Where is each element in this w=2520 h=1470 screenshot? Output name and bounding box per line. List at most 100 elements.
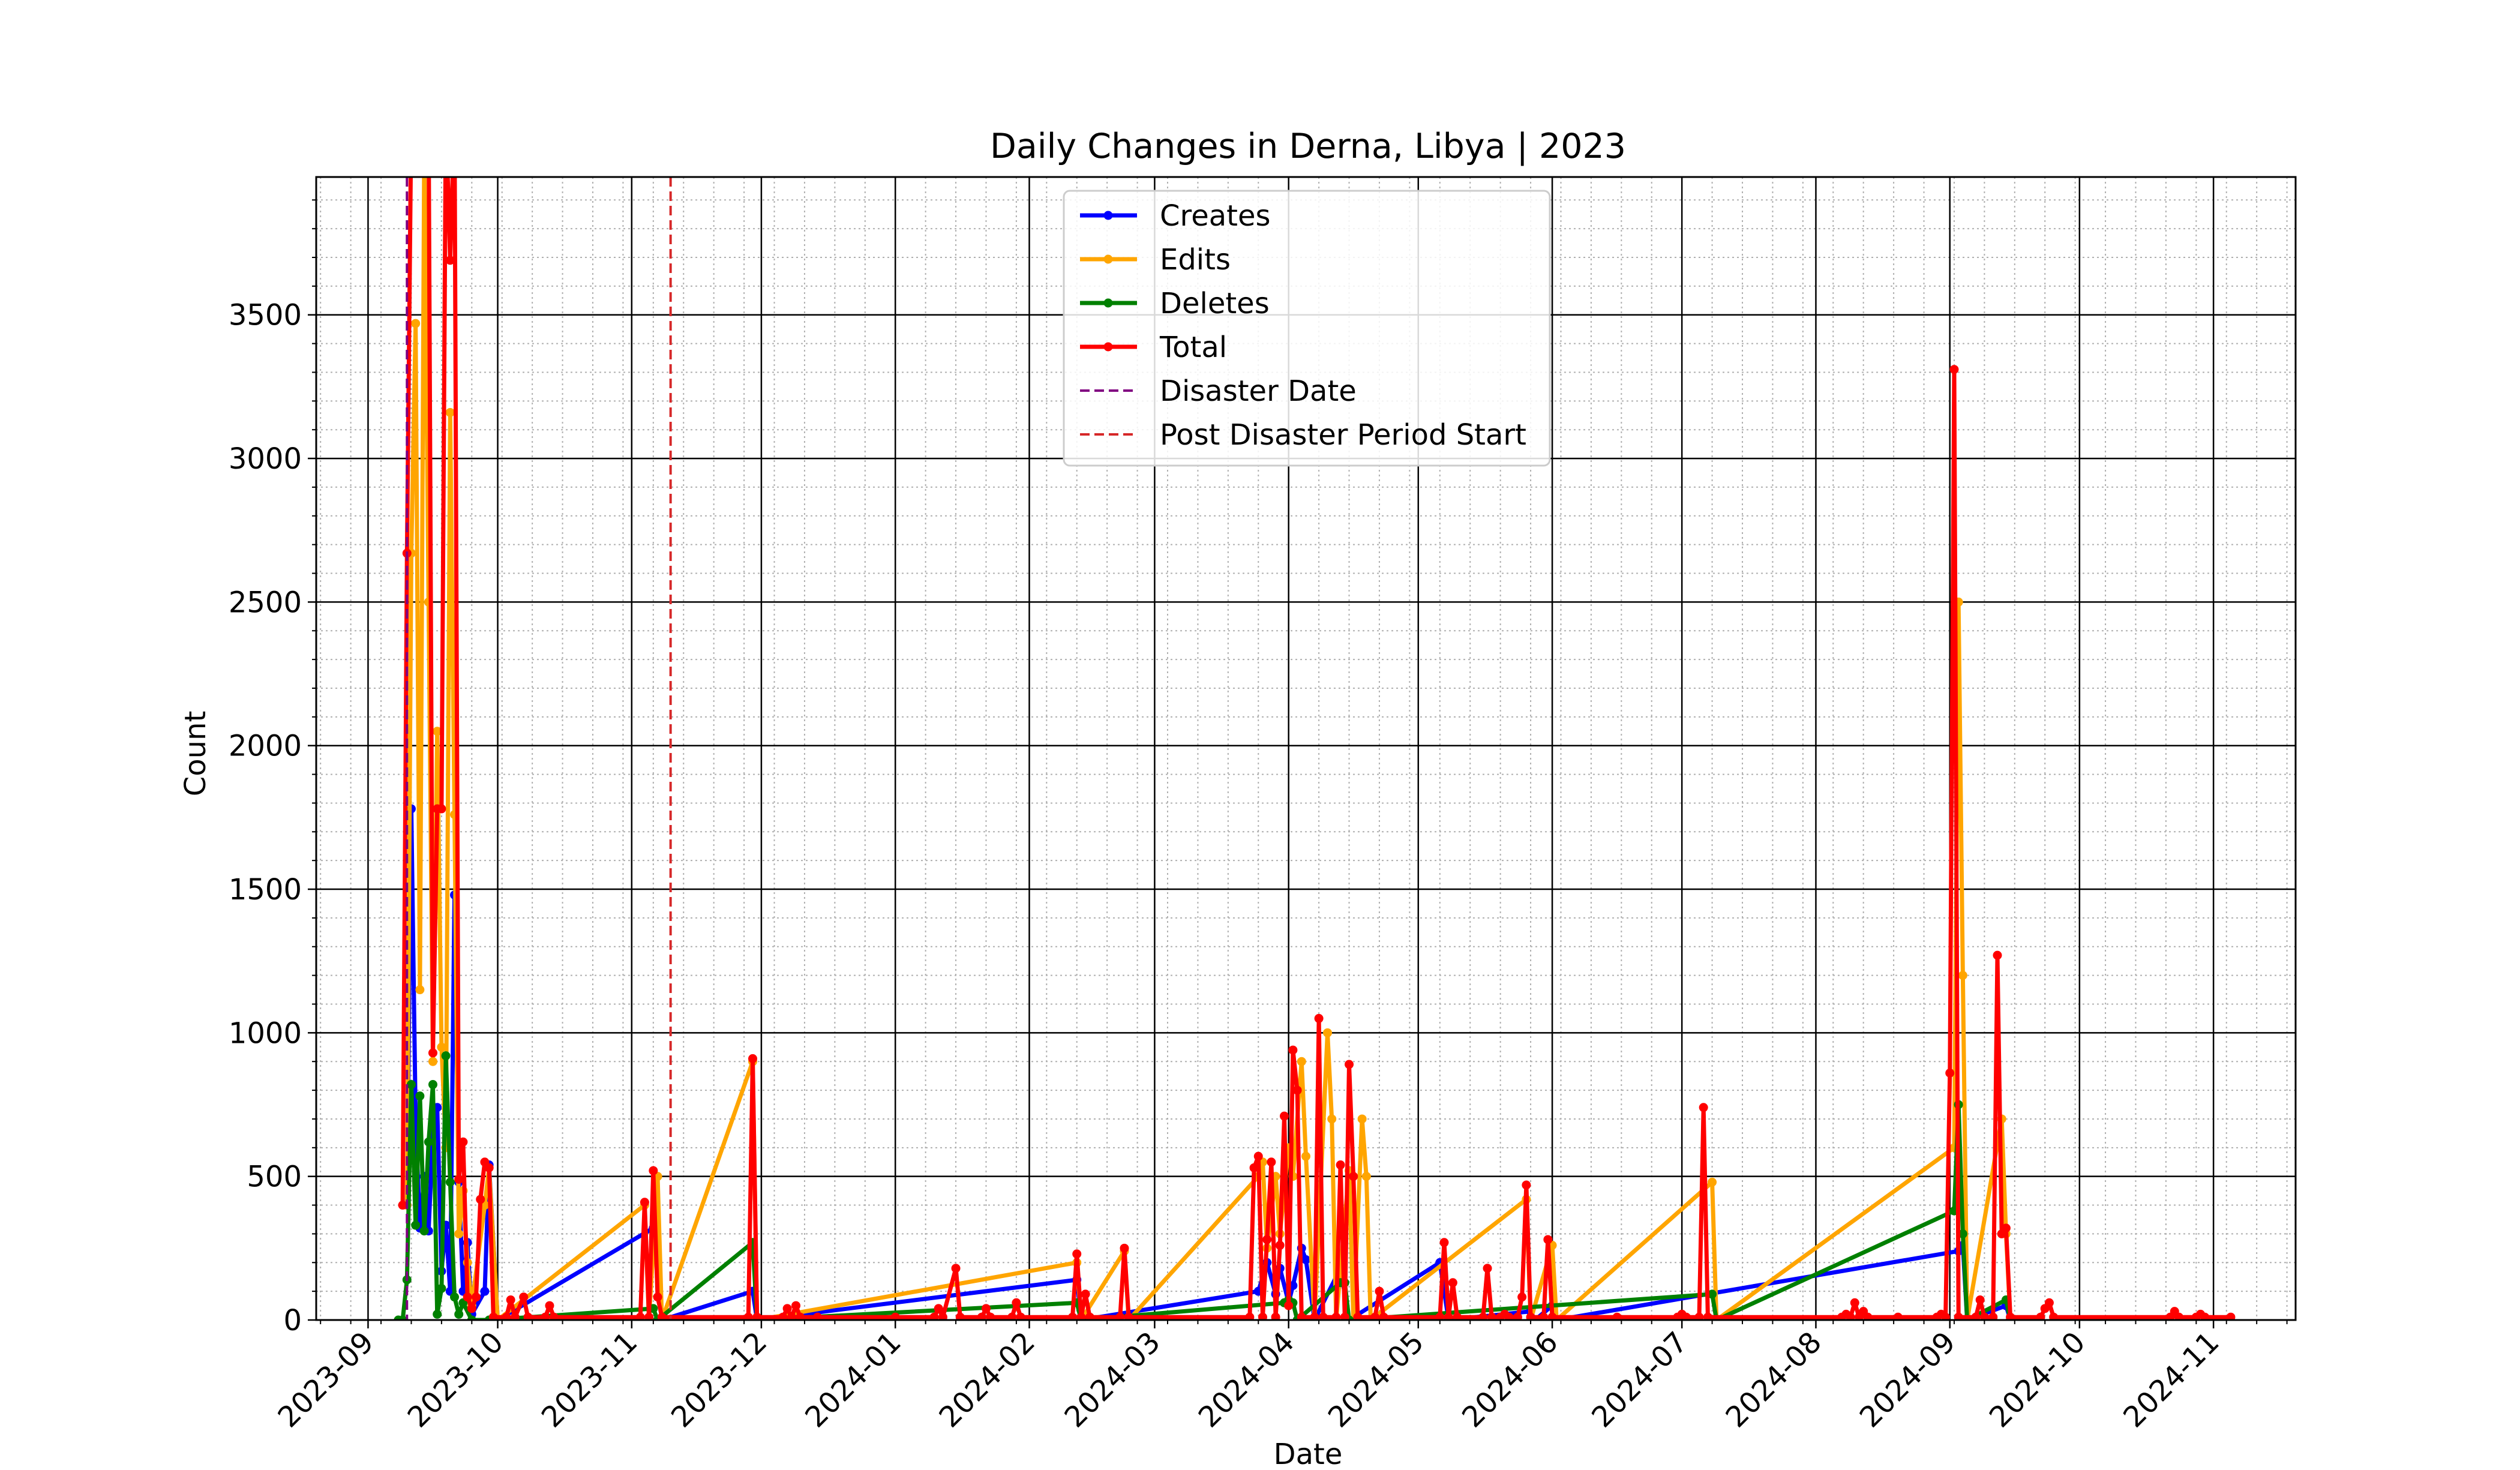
y-tick-label: 1500	[229, 873, 302, 907]
data-point-total	[2174, 1312, 2184, 1320]
legend-box	[1063, 190, 1551, 467]
data-point-total	[1072, 1249, 1082, 1259]
data-point-deletes	[419, 1226, 429, 1236]
data-point-total	[1085, 1312, 1094, 1320]
data-point-total	[1253, 1151, 1263, 1161]
data-point-total	[1448, 1278, 1457, 1288]
data-point-total	[519, 1292, 529, 1302]
data-point-total	[1993, 950, 2002, 960]
data-point-creates	[480, 1286, 490, 1296]
data-point-total	[1288, 1045, 1298, 1055]
legend-label-creates: Creates	[1160, 199, 1271, 233]
data-point-total	[890, 1312, 900, 1320]
data-point-total	[510, 1312, 520, 1320]
data-point-edits	[1297, 1057, 1306, 1066]
data-point-total	[2049, 1312, 2059, 1320]
data-point-total	[1971, 1312, 1981, 1320]
y-axis-label: Count	[179, 711, 212, 797]
data-point-total	[1612, 1312, 1622, 1320]
data-point-total	[502, 1312, 511, 1320]
data-point-total	[1517, 1292, 1527, 1302]
data-point-total	[986, 1312, 995, 1320]
data-point-total	[488, 1312, 498, 1320]
data-point-total	[1340, 1312, 1349, 1320]
data-point-total	[1988, 1312, 1998, 1320]
data-point-total	[938, 1312, 947, 1320]
data-point-deletes	[445, 1177, 455, 1187]
data-point-deletes	[398, 1315, 407, 1320]
data-point-total	[1115, 1312, 1125, 1320]
data-point-deletes	[454, 1309, 464, 1319]
data-point-edits	[1301, 1151, 1310, 1161]
data-point-total	[1370, 1312, 1380, 1320]
data-point-total	[1483, 1264, 1492, 1273]
data-point-total	[791, 1301, 801, 1310]
data-point-total	[635, 1312, 645, 1320]
data-point-edits	[1357, 1114, 1367, 1124]
data-point-total	[549, 1312, 559, 1320]
data-point-total	[929, 1312, 939, 1320]
data-point-edits	[1708, 1177, 1717, 1187]
data-point-deletes	[424, 1137, 433, 1147]
data-point-edits	[445, 407, 455, 417]
legend-marker-total	[1103, 342, 1113, 352]
data-point-deletes	[433, 1309, 442, 1319]
data-point-total	[1949, 365, 1959, 374]
data-point-total	[472, 1292, 481, 1302]
data-point-total	[1310, 1312, 1319, 1320]
data-point-total	[1379, 1312, 1388, 1320]
data-point-total	[748, 1054, 758, 1063]
data-point-total	[1318, 1312, 1328, 1320]
data-point-total	[1124, 1312, 1133, 1320]
data-point-creates	[1301, 1255, 1310, 1264]
y-tick-label: 1000	[229, 1016, 302, 1050]
data-point-total	[813, 1312, 823, 1320]
data-point-edits	[428, 1057, 437, 1066]
data-point-total	[1703, 1312, 1712, 1320]
y-axis: 0 500 1000 1500 2000 2500 3000 3500	[229, 199, 316, 1337]
data-point-total	[1279, 1111, 1289, 1121]
legend-marker-edits	[1103, 254, 1113, 264]
data-point-total	[955, 1312, 965, 1320]
data-point-deletes	[437, 1283, 446, 1293]
plot-area	[394, 177, 2236, 1320]
data-point-edits	[411, 319, 421, 328]
data-point-total	[1331, 1312, 1341, 1320]
series-line-deletes	[398, 1054, 2013, 1320]
x-axis-label: Date	[1274, 1438, 1343, 1470]
data-point-total	[782, 1304, 792, 1313]
y-tick-label: 0	[283, 1304, 302, 1337]
data-point-total	[445, 256, 455, 265]
data-point-total	[1846, 1312, 1855, 1320]
data-point-total	[1975, 1295, 1985, 1304]
legend-label-post-disaster-period-start: Post Disaster Period Start	[1160, 418, 1526, 452]
data-point-total	[787, 1312, 796, 1320]
data-point-total	[1336, 1160, 1345, 1170]
data-point-deletes	[1958, 1229, 1967, 1238]
data-point-total	[541, 1312, 550, 1320]
legend-label-disaster-date: Disaster Date	[1160, 374, 1357, 408]
data-point-total	[2036, 1312, 2045, 1320]
data-point-total	[778, 1312, 788, 1320]
data-point-edits	[437, 1042, 446, 1052]
data-point-deletes	[428, 1080, 437, 1090]
data-point-edits	[433, 727, 442, 736]
data-point-total	[1120, 1243, 1129, 1253]
data-point-deletes	[449, 1292, 459, 1302]
data-point-total	[1012, 1298, 1021, 1307]
data-point-total	[1258, 1312, 1267, 1320]
data-point-total	[1941, 1312, 1951, 1320]
data-point-edits	[1958, 971, 1967, 980]
data-point-total	[1526, 1312, 1535, 1320]
data-point-total	[2001, 1223, 2011, 1233]
data-point-total	[1893, 1312, 1903, 1320]
data-point-total	[398, 1201, 407, 1210]
legend-label-edits: Edits	[1160, 243, 1231, 277]
data-point-deletes	[441, 1051, 451, 1061]
data-point-edits	[454, 1229, 464, 1238]
y-tick-label: 3000	[229, 442, 302, 476]
legend-marker-deletes	[1103, 298, 1113, 308]
data-point-total	[523, 1312, 533, 1320]
data-point-total	[428, 1048, 437, 1058]
